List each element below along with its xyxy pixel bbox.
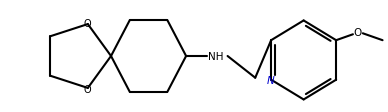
Text: N: N [266, 75, 274, 85]
Text: O: O [83, 84, 91, 94]
Text: O: O [83, 19, 91, 29]
Text: NH: NH [208, 52, 223, 61]
Text: O: O [354, 28, 362, 38]
